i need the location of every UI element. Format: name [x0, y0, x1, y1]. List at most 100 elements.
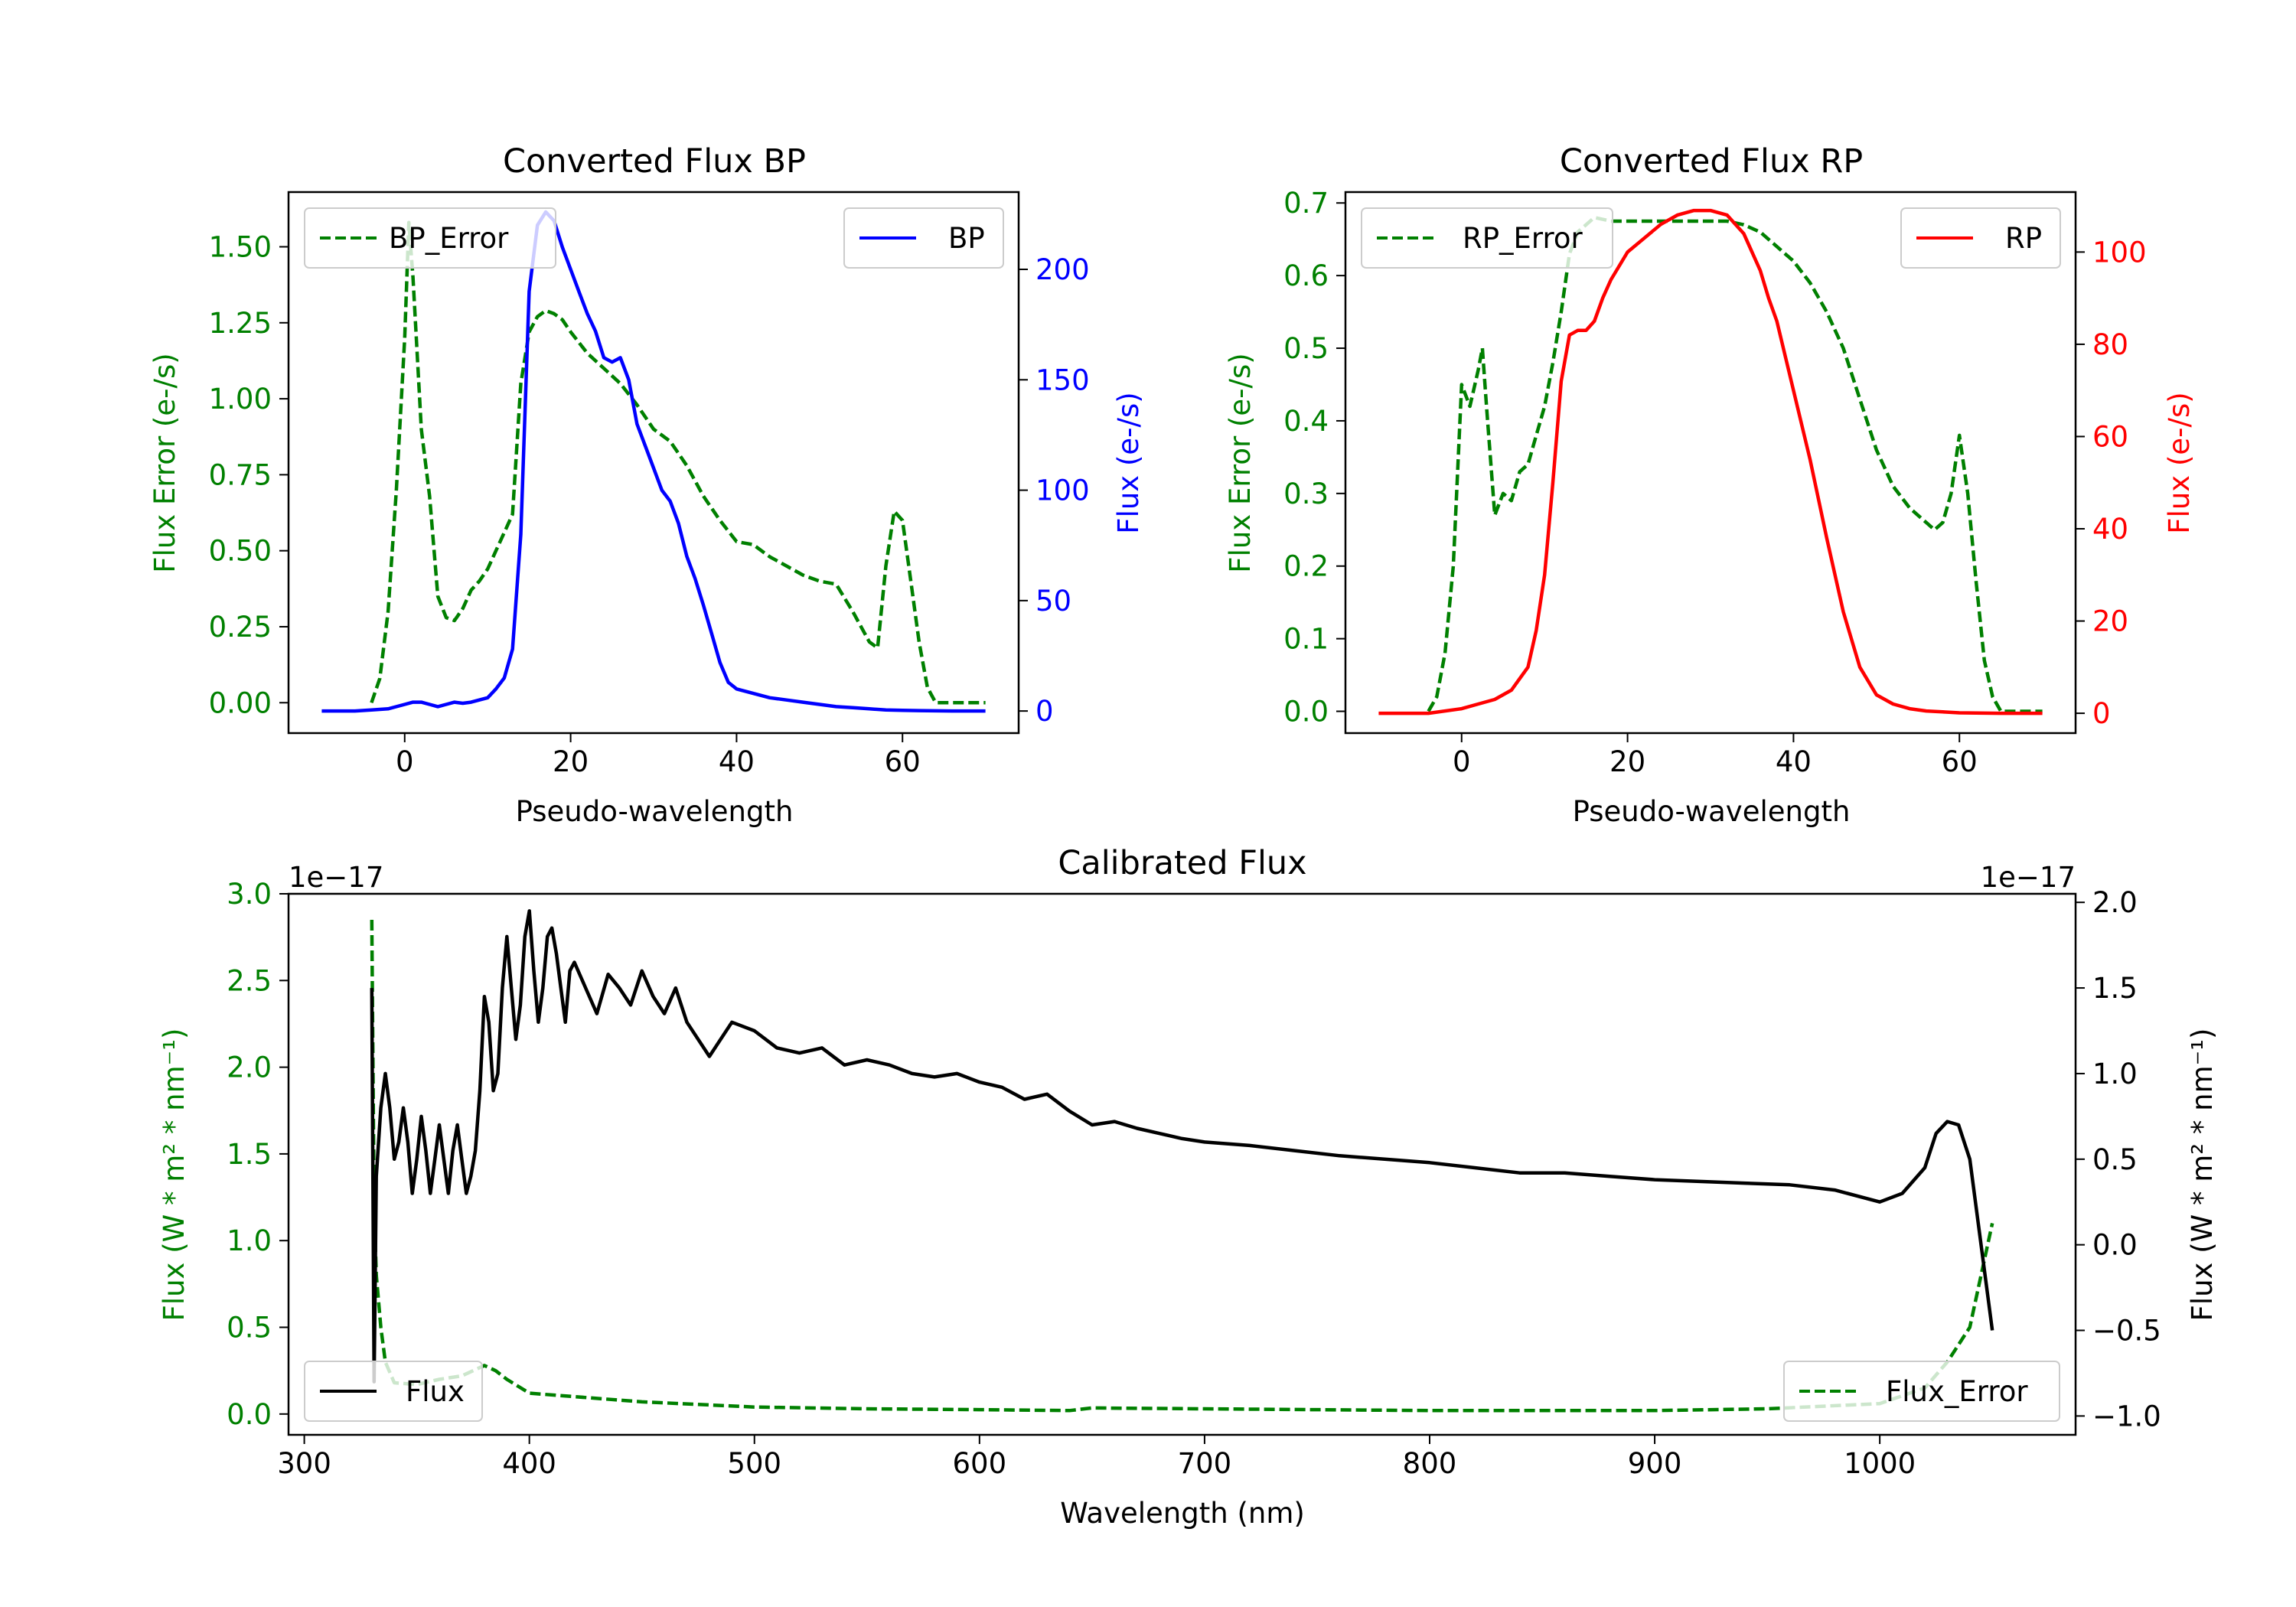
cal-legend-right-label: Flux_Error: [1886, 1375, 2028, 1408]
rp-ytick-left-label: 0.0: [1283, 696, 1329, 729]
bp-ytick-right-label: 200: [1035, 253, 1090, 286]
rp-ylabel-left: Flux Error (e-/s): [1224, 353, 1257, 572]
rp-ytick-right-label: 40: [2092, 513, 2128, 546]
cal-series-flux: [370, 909, 1994, 1384]
rp-axes-frame: [1344, 191, 2077, 735]
rp-series-rp: [1378, 208, 2043, 715]
rp-legend-left-box: [1361, 207, 1613, 269]
bp-ytick-left-label: 0.75: [209, 458, 272, 491]
cal-ticks: 300 400 500 600 700 800 900 1000 0.0 0.5 1.0 1.5 2.0…: [227, 878, 2161, 1480]
rp-xtick-label: 0: [1453, 745, 1471, 778]
bp-ylabel-left: Flux Error (e-/s): [148, 353, 181, 572]
cal-ytick-left-label: 1.0: [227, 1224, 272, 1257]
cal-xtick-label: 400: [502, 1447, 556, 1480]
cal-legend-left: Flux: [304, 1361, 483, 1422]
cal-ytick-right-label: −1.0: [2092, 1400, 2161, 1433]
rp-ylabel-right: Flux (e-/s): [2163, 392, 2196, 533]
rp-panel: Converted Flux RP 0 20 40 60 0.0 0.1 0.2 0.3 0.4…: [1224, 142, 2196, 828]
bp-xtick-label: 20: [553, 745, 589, 778]
cal-xtick-label: 700: [1178, 1447, 1232, 1480]
rp-ticks: 0 20 40 60 0.0 0.1 0.2 0.3 0.4 0.5 0.6 0.7 0 20 40 60 80…: [1283, 187, 2146, 778]
cal-ytick-left-label: 0.5: [227, 1312, 272, 1345]
cal-legend-left-box: [304, 1361, 483, 1422]
bp-ticks: 0 20 40 60 0.00 0.25 0.50 0.75 1.00 1.25 1.50 0 50 10…: [209, 230, 1090, 778]
cal-ytick-left-label: 1.5: [227, 1138, 272, 1171]
rp-title: Converted Flux RP: [1560, 142, 1863, 181]
bp-ytick-right-label: 50: [1035, 585, 1071, 618]
bp-ytick-right-label: 100: [1035, 474, 1090, 507]
rp-ytick-right-label: 80: [2092, 328, 2128, 361]
rp-ytick-right-label: 100: [2092, 236, 2147, 269]
bp-xtick-label: 0: [396, 745, 414, 778]
cal-ytick-left-label: 0.0: [227, 1398, 272, 1431]
cal-legend-left-label: Flux: [406, 1375, 465, 1408]
rp-ytick-left-label: 0.4: [1283, 405, 1329, 438]
cal-offset-right: 1e−17: [1981, 861, 2076, 894]
cal-legend-right: Flux_Error: [1783, 1361, 2060, 1422]
cal-ytick-right-label: −0.5: [2092, 1315, 2161, 1348]
cal-ytick-left-label: 3.0: [227, 878, 272, 911]
rp-ytick-right-label: 20: [2092, 605, 2128, 638]
bp-legend-left: BP_Error: [304, 207, 556, 269]
cal-offset-left: 1e−17: [289, 861, 383, 894]
cal-ytick-right-label: 1.5: [2092, 972, 2138, 1005]
cal-legend-right-box: [1783, 1361, 2060, 1422]
cal-ytick-right-label: 0.0: [2092, 1229, 2138, 1262]
cal-ytick-right-label: 2.0: [2092, 886, 2138, 919]
rp-ytick-left-label: 0.6: [1283, 259, 1329, 292]
cal-ytick-right-label: 0.5: [2092, 1143, 2138, 1176]
bp-ytick-left-label: 1.50: [209, 230, 272, 263]
bp-ytick-right-label: 0: [1035, 695, 1054, 728]
bp-ytick-left-label: 0.00: [209, 686, 272, 719]
rp-ytick-left-label: 0.2: [1283, 550, 1329, 583]
bp-series-bp-error: [370, 220, 986, 705]
rp-ytick-left-label: 0.7: [1283, 187, 1329, 220]
rp-ytick-left-label: 0.1: [1283, 623, 1329, 656]
cal-ylabel-left: Flux (W * m² * nm⁻¹): [158, 1028, 191, 1322]
rp-ytick-left-label: 0.3: [1283, 478, 1329, 510]
cal-series-layer: [370, 909, 1994, 1413]
bp-ytick-left-label: 0.50: [209, 535, 272, 568]
cal-series-flux-error: [370, 919, 1994, 1413]
bp-legend-right: BP: [843, 207, 1004, 269]
rp-series-layer: [1378, 208, 2043, 715]
bp-axes-frame: [287, 191, 1020, 735]
cal-ytick-right-label: 1.0: [2092, 1058, 2138, 1090]
bp-xtick-label: 60: [885, 745, 921, 778]
rp-legend-right-label: RP: [2005, 222, 2042, 255]
bp-ytick-left-label: 1.00: [209, 383, 272, 416]
cal-xtick-label: 800: [1403, 1447, 1457, 1480]
cal-ytick-left-label: 2.5: [227, 964, 272, 997]
cal-xtick-label: 300: [277, 1447, 331, 1480]
rp-series-rp-error: [1427, 215, 2043, 713]
bp-legend-right-label: BP: [948, 222, 985, 255]
bp-xtick-label: 40: [719, 745, 755, 778]
cal-axes-frame: [287, 892, 2077, 1436]
cal-xtick-label: 500: [727, 1447, 781, 1480]
cal-xtick-label: 900: [1628, 1447, 1682, 1480]
bp-legend-left-label: BP_Error: [389, 222, 509, 255]
rp-xtick-label: 60: [1942, 745, 1978, 778]
bp-series-layer: [321, 210, 986, 713]
cal-ylabel-right: Flux (W * m² * nm⁻¹): [2186, 1028, 2219, 1322]
rp-legend-right-box: [1900, 207, 2061, 269]
rp-xlabel: Pseudo-wavelength: [1573, 795, 1851, 828]
rp-ytick-right-label: 60: [2092, 420, 2128, 453]
bp-legend-left-box: [304, 207, 556, 269]
bp-title: Converted Flux BP: [503, 142, 806, 181]
cal-xtick-label: 600: [953, 1447, 1007, 1480]
bp-ytick-left-label: 1.25: [209, 307, 272, 340]
rp-ytick-right-label: 0: [2092, 697, 2111, 730]
bp-xlabel: Pseudo-wavelength: [516, 795, 794, 828]
cal-panel: Calibrated Flux 1e−17 1e−17 300 400 500 600…: [158, 844, 2219, 1530]
rp-ytick-left-label: 0.5: [1283, 332, 1329, 365]
bp-ytick-right-label: 150: [1035, 363, 1090, 396]
bp-ytick-left-label: 0.25: [209, 611, 272, 644]
rp-xtick-label: 20: [1609, 745, 1645, 778]
cal-xtick-label: 1000: [1844, 1447, 1916, 1480]
bp-series-bp: [321, 210, 986, 713]
rp-xtick-label: 40: [1776, 745, 1812, 778]
bp-panel: Converted Flux BP 0 20 40 60 0.00 0.25 0.50 0.7…: [148, 142, 1145, 828]
bp-legend-right-box: [843, 207, 1004, 269]
